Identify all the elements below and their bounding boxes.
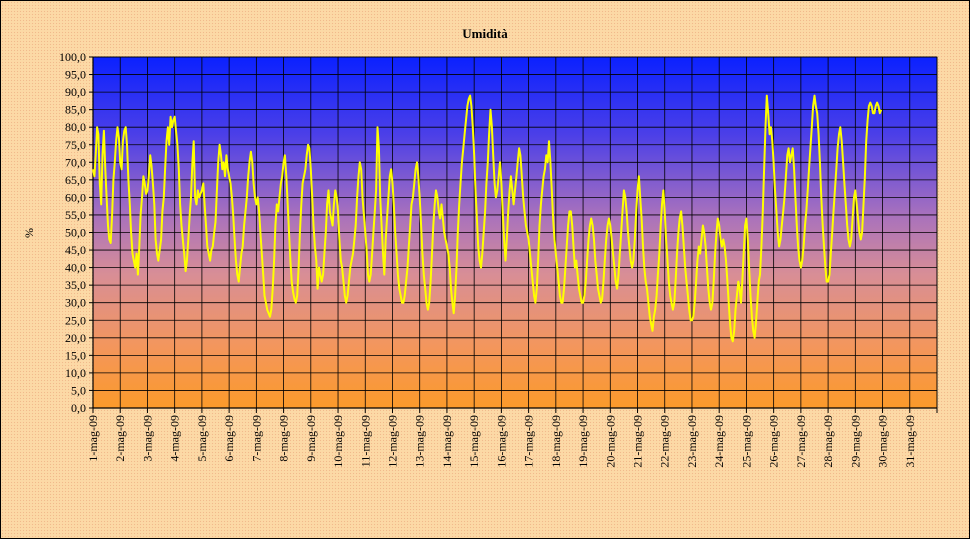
x-tick-label: 24-mag-09 [712,415,726,468]
y-axis-label: % [22,228,36,238]
y-tick-label: 100,0 [59,50,86,64]
x-tick-label: 3-mag-09 [140,415,154,462]
y-tick-label: 80,0 [65,120,86,134]
y-tick-label: 75,0 [65,138,86,152]
y-tick-label: 90,0 [65,85,86,99]
x-tick-label: 2-mag-09 [113,415,127,462]
x-tick-label: 17-mag-09 [522,415,536,468]
x-tick-label: 1-mag-09 [86,415,100,462]
x-tick-label: 22-mag-09 [658,415,672,468]
series-layer [92,94,883,343]
x-tick-label: 9-mag-09 [304,415,318,462]
x-tick-label: 14-mag-09 [440,415,454,468]
y-tick-label: 20,0 [65,331,86,345]
y-tick-label: 55,0 [65,208,86,222]
y-tick-label: 30,0 [65,296,86,310]
y-tick-label: 85,0 [65,103,86,117]
y-tick-label: 60,0 [65,190,86,204]
x-tick-label: 5-mag-09 [195,415,209,462]
y-tick-label: 10,0 [65,366,86,380]
x-tick-label: 10-mag-09 [331,415,345,468]
x-tick-label: 23-mag-09 [685,415,699,468]
y-tick-label: 40,0 [65,261,86,275]
y-tick-label: 0,0 [71,401,86,415]
x-tick-label: 19-mag-09 [576,415,590,468]
axes [92,56,938,409]
x-tick-label: 13-mag-09 [413,415,427,468]
y-tick-label: 45,0 [65,243,86,257]
y-tick-label: 50,0 [65,226,86,240]
x-tick-label: 6-mag-09 [222,415,236,462]
plot-border [92,56,938,409]
y-tick-label: 35,0 [65,278,86,292]
y-tick-label: 5,0 [71,383,86,397]
x-tick-label: 30-mag-09 [876,415,890,468]
x-tick-label: 21-mag-09 [631,415,645,468]
x-tick-label: 15-mag-09 [467,415,481,468]
y-tick-label: 15,0 [65,348,86,362]
x-tick-label: 20-mag-09 [603,415,617,468]
chart-title: Umidità [462,26,508,41]
x-tick-label: 4-mag-09 [168,415,182,462]
x-tick-label: 25-mag-09 [739,415,753,468]
y-tick-label: 95,0 [65,68,86,82]
x-tick-label: 28-mag-09 [821,415,835,468]
y-tick-label: 65,0 [65,173,86,187]
x-tick-labels: 1-mag-09 2-mag-09 3-mag-09 4-mag-09 5-mag-09… [86,415,917,468]
x-tick-label: 8-mag-09 [277,415,291,462]
x-tick-label: 29-mag-09 [848,415,862,468]
y-tick-labels: 0,0 5,0 10,0 15,0 20,0 25,0 30,0 35,0 40,0 45,0 50… [59,50,86,415]
y-tick-label: 25,0 [65,313,86,327]
x-tick-label: 26-mag-09 [767,415,781,468]
x-tick-label: 12-mag-09 [385,415,399,468]
x-tick-label: 11-mag-09 [358,415,372,467]
x-tick-label: 31-mag-09 [903,415,917,468]
y-tick-label: 70,0 [65,155,86,169]
x-tick-label: 7-mag-09 [249,415,263,462]
x-tick-label: 27-mag-09 [794,415,808,468]
x-tick-label: 18-mag-09 [549,415,563,468]
x-tick-label: 16-mag-09 [494,415,508,468]
humidity-series-line [92,94,883,343]
